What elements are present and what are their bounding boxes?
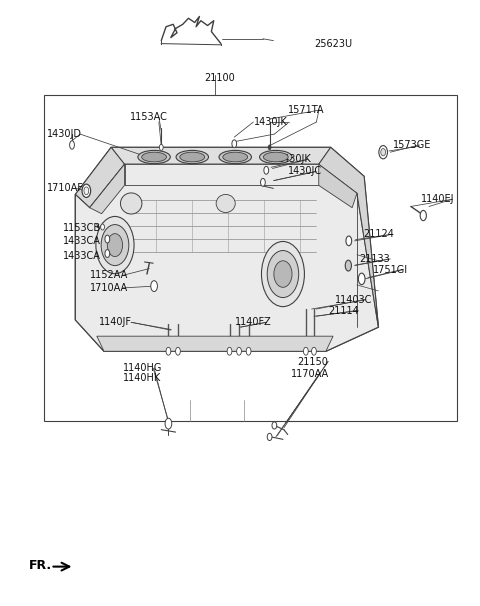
Ellipse shape xyxy=(101,224,105,230)
Text: 25623U: 25623U xyxy=(314,39,352,48)
Ellipse shape xyxy=(264,152,288,162)
Text: 1430JK: 1430JK xyxy=(254,117,288,127)
Ellipse shape xyxy=(105,235,110,243)
Text: 21133: 21133 xyxy=(360,254,390,264)
Text: 1140FZ: 1140FZ xyxy=(235,318,272,327)
Ellipse shape xyxy=(70,141,74,149)
Text: 1430JK: 1430JK xyxy=(278,155,312,164)
Text: 21114: 21114 xyxy=(328,306,359,316)
Text: 1170AA: 1170AA xyxy=(290,368,329,379)
Polygon shape xyxy=(75,147,124,208)
Ellipse shape xyxy=(268,145,271,150)
Ellipse shape xyxy=(260,150,292,164)
Text: 21150: 21150 xyxy=(297,356,328,367)
Ellipse shape xyxy=(359,273,365,285)
Text: 1710AA: 1710AA xyxy=(90,283,128,293)
Polygon shape xyxy=(90,164,124,214)
Polygon shape xyxy=(75,164,378,351)
Ellipse shape xyxy=(379,145,387,159)
Polygon shape xyxy=(319,147,378,327)
Ellipse shape xyxy=(262,241,304,307)
Ellipse shape xyxy=(381,148,385,156)
Bar xyxy=(44,95,457,421)
Ellipse shape xyxy=(120,193,142,214)
Ellipse shape xyxy=(84,187,89,195)
Ellipse shape xyxy=(105,250,110,258)
Polygon shape xyxy=(111,147,331,164)
Ellipse shape xyxy=(267,250,299,298)
Text: 1140JF: 1140JF xyxy=(99,318,132,327)
Text: 1140HK: 1140HK xyxy=(123,373,161,384)
Ellipse shape xyxy=(216,195,235,213)
Ellipse shape xyxy=(274,261,292,287)
Text: 1573GE: 1573GE xyxy=(393,140,431,150)
Text: 1430JC: 1430JC xyxy=(288,167,322,176)
Text: 1140EJ: 1140EJ xyxy=(421,195,455,204)
Ellipse shape xyxy=(101,225,129,265)
Text: 1152AA: 1152AA xyxy=(90,270,128,280)
Ellipse shape xyxy=(166,347,171,355)
Text: FR.: FR. xyxy=(29,559,52,572)
Polygon shape xyxy=(319,164,357,208)
Ellipse shape xyxy=(96,216,134,274)
Text: 1153AC: 1153AC xyxy=(130,112,168,122)
Text: 21100: 21100 xyxy=(204,73,235,83)
Ellipse shape xyxy=(108,234,122,256)
Ellipse shape xyxy=(232,140,237,148)
Ellipse shape xyxy=(261,178,265,186)
Text: 1751GI: 1751GI xyxy=(372,265,408,275)
Polygon shape xyxy=(97,336,333,351)
Ellipse shape xyxy=(142,152,167,162)
Ellipse shape xyxy=(264,167,269,174)
Ellipse shape xyxy=(223,152,248,162)
Ellipse shape xyxy=(176,150,208,164)
Text: 1140HG: 1140HG xyxy=(123,363,162,373)
Text: 1430JD: 1430JD xyxy=(47,129,82,139)
Ellipse shape xyxy=(138,150,170,164)
Text: 21124: 21124 xyxy=(363,229,394,239)
Ellipse shape xyxy=(237,347,241,355)
Text: 11403C: 11403C xyxy=(336,295,373,305)
Ellipse shape xyxy=(176,347,180,355)
Ellipse shape xyxy=(312,347,316,355)
Ellipse shape xyxy=(219,150,252,164)
Ellipse shape xyxy=(420,210,426,221)
Text: 1710AF: 1710AF xyxy=(47,184,84,193)
Text: 1433CA: 1433CA xyxy=(63,236,101,246)
Ellipse shape xyxy=(227,347,232,355)
Ellipse shape xyxy=(246,347,251,355)
Ellipse shape xyxy=(272,422,277,429)
Ellipse shape xyxy=(82,184,91,198)
Ellipse shape xyxy=(159,144,163,150)
Ellipse shape xyxy=(303,347,308,355)
Ellipse shape xyxy=(345,260,351,271)
Ellipse shape xyxy=(267,433,272,441)
Ellipse shape xyxy=(346,236,352,245)
Text: 1571TA: 1571TA xyxy=(288,105,324,115)
Polygon shape xyxy=(75,147,378,351)
Ellipse shape xyxy=(165,418,172,429)
Ellipse shape xyxy=(151,281,157,291)
Ellipse shape xyxy=(180,152,204,162)
Text: 1433CA: 1433CA xyxy=(63,251,101,261)
Text: 1153CB: 1153CB xyxy=(63,222,102,233)
